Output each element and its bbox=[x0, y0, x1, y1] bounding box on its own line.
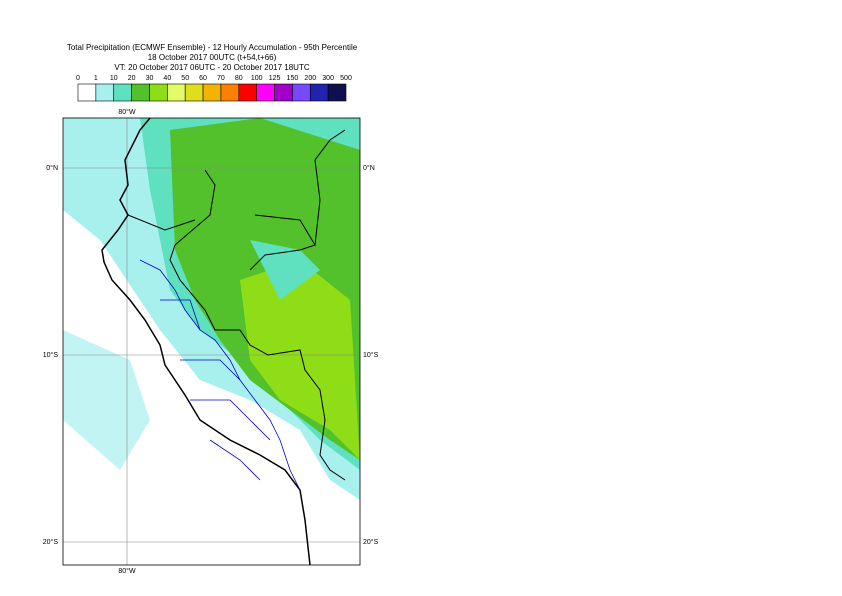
legend-swatch bbox=[238, 83, 257, 102]
legend-level: 500 bbox=[340, 75, 352, 82]
lat-label: 10°S bbox=[43, 351, 59, 359]
lat-label: 0°N bbox=[363, 164, 375, 172]
legend-swatch bbox=[327, 83, 347, 102]
legend-level: 200 bbox=[304, 75, 316, 82]
legend-level: 300 bbox=[322, 75, 334, 82]
legend-swatch bbox=[95, 83, 115, 102]
legend: 0 1 10 20 30 40 50 60 70 80 100 125 150 200 300 500 bbox=[76, 75, 352, 102]
legend-swatch bbox=[77, 83, 97, 102]
legend-swatch bbox=[202, 83, 222, 102]
precip-area bbox=[240, 260, 360, 460]
legend-swatch bbox=[131, 83, 150, 102]
legend-level: 60 bbox=[199, 75, 207, 82]
legend-swatch bbox=[149, 83, 168, 102]
legend-level: 10 bbox=[110, 75, 118, 82]
map-frame bbox=[62, 117, 361, 566]
region-border bbox=[139, 259, 301, 491]
lat-label: 10°S bbox=[363, 351, 379, 359]
title-line: VT: 20 October 2017 06UTC - 20 October 2… bbox=[114, 63, 309, 72]
lat-label: 20°S bbox=[363, 538, 379, 546]
legend-level: 40 bbox=[163, 75, 171, 82]
legend-level: 125 bbox=[269, 75, 281, 82]
legend-swatch bbox=[113, 83, 132, 102]
legend-level: 150 bbox=[287, 75, 299, 82]
legend-swatch bbox=[256, 83, 275, 102]
title-line: 18 October 2017 00UTC (t+54,t+66) bbox=[148, 53, 277, 62]
legend-swatch bbox=[167, 83, 186, 102]
lat-label: 20°S bbox=[43, 538, 59, 546]
lon-label: 80°W bbox=[118, 567, 136, 575]
legend-level: 0 bbox=[76, 75, 80, 82]
legend-level: 100 bbox=[251, 75, 263, 82]
legend-swatch bbox=[309, 83, 329, 102]
lon-label: 80°W bbox=[118, 108, 136, 116]
legend-swatch bbox=[220, 83, 240, 102]
legend-swatch bbox=[292, 83, 311, 102]
legend-level: 30 bbox=[146, 75, 154, 82]
map bbox=[63, 118, 360, 565]
legend-swatch bbox=[274, 83, 293, 102]
precip-area bbox=[63, 330, 150, 470]
legend-level: 20 bbox=[128, 75, 136, 82]
legend-level: 1 bbox=[94, 75, 98, 82]
coastline bbox=[101, 118, 311, 565]
border bbox=[127, 129, 346, 481]
legend-level: 70 bbox=[217, 75, 225, 82]
lat-label: 0°N bbox=[46, 164, 58, 172]
title-line: Total Precipitation (ECMWF Ensemble) - 1… bbox=[67, 43, 358, 52]
legend-level: 50 bbox=[181, 75, 189, 82]
legend-level: 80 bbox=[235, 75, 243, 82]
legend-swatch bbox=[184, 83, 204, 102]
